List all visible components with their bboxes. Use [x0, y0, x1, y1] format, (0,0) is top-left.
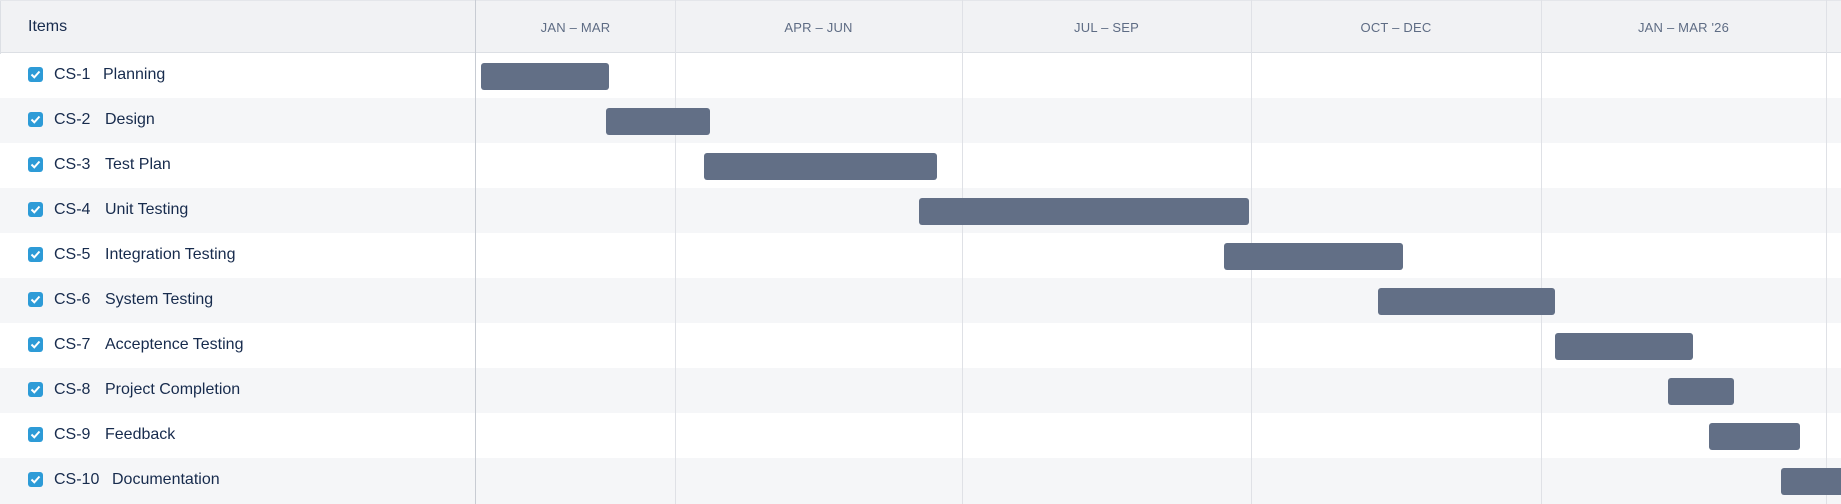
- list-item[interactable]: CS-2 Design: [0, 98, 1841, 143]
- item-title[interactable]: Test Plan: [105, 156, 171, 173]
- period-header-4: OCT – DEC: [1360, 20, 1432, 35]
- timeline-bar-cs-9[interactable]: [1709, 423, 1800, 450]
- checkbox-checked-icon[interactable]: [28, 337, 43, 352]
- list-item[interactable]: CS-10 Documentation: [0, 458, 1841, 504]
- item-title[interactable]: System Testing: [105, 291, 214, 308]
- timeline-bar-cs-8[interactable]: [1668, 378, 1734, 405]
- list-item[interactable]: CS-9 Feedback: [0, 413, 1841, 458]
- list-item[interactable]: CS-6 System Testing: [0, 278, 1841, 323]
- list-item[interactable]: CS-1 Planning: [0, 53, 1841, 98]
- items-header-label: Items: [28, 18, 68, 35]
- item-title[interactable]: Acceptence Testing: [105, 336, 244, 353]
- period-header-5: JAN – MAR '26: [1637, 20, 1730, 35]
- timeline-bar-cs-2[interactable]: [606, 108, 710, 135]
- item-title[interactable]: Feedback: [105, 426, 176, 443]
- checkbox-checked-icon[interactable]: [28, 67, 43, 82]
- timeline-header: Items JAN – MAR APR – JUN JUL – SEP OCT …: [0, 0, 1841, 54]
- checkbox-checked-icon[interactable]: [28, 472, 43, 487]
- item-key[interactable]: CS-7: [54, 336, 91, 353]
- timeline-bar-cs-3[interactable]: [704, 153, 937, 180]
- grid-divider: [962, 0, 963, 504]
- item-title[interactable]: Design: [105, 111, 155, 128]
- item-key[interactable]: CS-8: [54, 381, 91, 398]
- item-title[interactable]: Unit Testing: [105, 201, 189, 218]
- checkbox-checked-icon[interactable]: [28, 292, 43, 307]
- item-title[interactable]: Documentation: [112, 471, 220, 488]
- list-item[interactable]: CS-5 Integration Testing: [0, 233, 1841, 278]
- grid-divider: [1541, 0, 1542, 504]
- timeline-bar-cs-10[interactable]: [1781, 468, 1841, 495]
- list-timeline-divider[interactable]: [475, 0, 476, 504]
- item-title[interactable]: Planning: [103, 66, 166, 83]
- timeline-bar-cs-6[interactable]: [1378, 288, 1555, 315]
- period-header-2: APR – JUN: [784, 20, 853, 35]
- item-key[interactable]: CS-2: [54, 111, 91, 128]
- checkbox-checked-icon[interactable]: [28, 427, 43, 442]
- list-item[interactable]: CS-4 Unit Testing: [0, 188, 1841, 233]
- period-header-1: JAN – MAR: [540, 20, 611, 35]
- item-title[interactable]: Integration Testing: [105, 246, 236, 263]
- item-key[interactable]: CS-9: [54, 426, 91, 443]
- list-item[interactable]: CS-7 Acceptence Testing: [0, 323, 1841, 368]
- item-key[interactable]: CS-10: [54, 471, 100, 488]
- checkbox-checked-icon[interactable]: [28, 112, 43, 127]
- checkbox-checked-icon[interactable]: [28, 202, 43, 217]
- checkbox-checked-icon[interactable]: [28, 157, 43, 172]
- timeline-bar-cs-4[interactable]: [919, 198, 1249, 225]
- timeline-bar-cs-1[interactable]: [481, 63, 609, 90]
- item-key[interactable]: CS-5: [54, 246, 91, 263]
- list-item[interactable]: CS-3 Test Plan: [0, 143, 1841, 188]
- item-key[interactable]: CS-6: [54, 291, 91, 308]
- grid-divider: [1826, 0, 1827, 504]
- items-column-header: Items: [0, 1, 476, 54]
- checkbox-checked-icon[interactable]: [28, 382, 43, 397]
- grid-divider: [675, 0, 676, 504]
- item-key[interactable]: CS-1: [54, 66, 91, 83]
- item-key[interactable]: CS-3: [54, 156, 91, 173]
- timeline-bar-cs-7[interactable]: [1555, 333, 1693, 360]
- timeline-bar-cs-5[interactable]: [1224, 243, 1403, 270]
- checkbox-checked-icon[interactable]: [28, 247, 43, 262]
- list-item[interactable]: CS-8 Project Completion: [0, 368, 1841, 413]
- item-key[interactable]: CS-4: [54, 201, 91, 218]
- item-title[interactable]: Project Completion: [105, 381, 241, 398]
- period-header-3: JUL – SEP: [1074, 20, 1139, 35]
